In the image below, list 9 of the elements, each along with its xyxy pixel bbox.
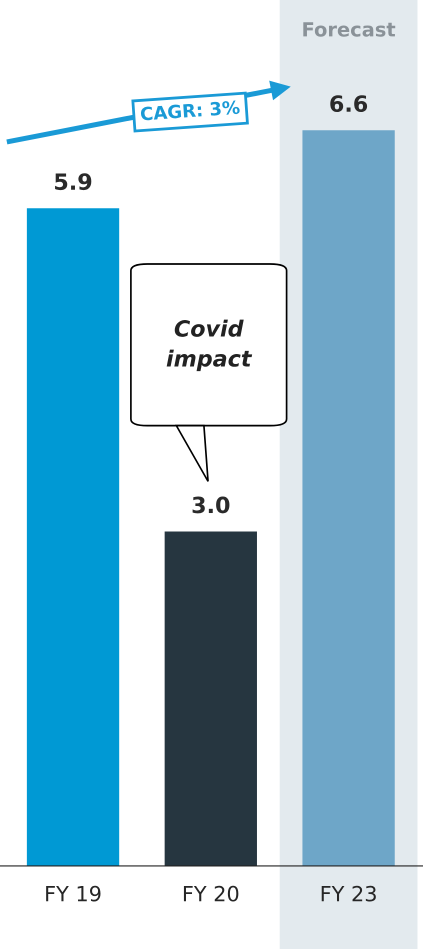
x-tick-label: FY 23	[322, 886, 376, 902]
x-tick-label: FY 19	[46, 886, 100, 902]
x-tick-label: FY 20	[184, 886, 238, 902]
data-label: 3.0	[192, 496, 230, 514]
data-label: 6.6	[330, 95, 368, 112]
data-label: 5.9	[55, 173, 92, 190]
text: CAGR: 3%	[140, 100, 240, 121]
band-label: Forecast	[303, 22, 396, 37]
annotation: Covid impact	[166, 320, 252, 372]
